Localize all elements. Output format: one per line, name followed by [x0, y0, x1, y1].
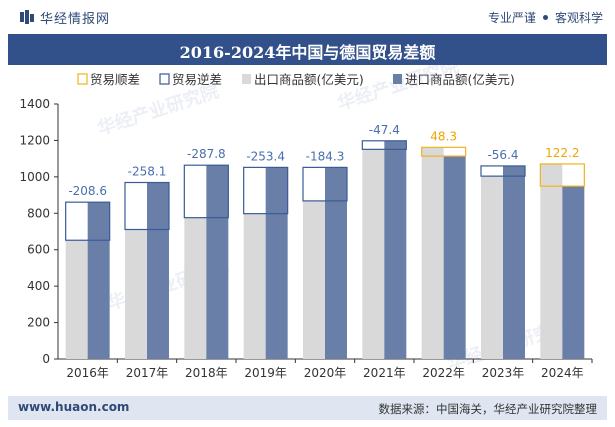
brand-logo-icon	[20, 10, 34, 24]
y-tick-label: 1200	[19, 133, 50, 147]
surplus-box	[421, 146, 467, 157]
balance-label: -208.6	[68, 184, 107, 198]
y-tick-label: 600	[27, 243, 50, 257]
y-tick-label: 1400	[19, 97, 50, 111]
bar-export	[184, 217, 207, 359]
balance-label: 48.3	[430, 129, 457, 143]
y-tick-label: 200	[27, 316, 50, 330]
legend-swatch	[242, 74, 251, 84]
legend-swatch	[393, 74, 402, 84]
bar-export	[125, 229, 147, 359]
deficit-box	[243, 166, 289, 215]
x-tick-label: 2023年	[482, 366, 525, 380]
legend-swatch	[159, 73, 170, 85]
title-bar: 2016-2024年中国与德国贸易差额	[8, 34, 607, 65]
footer-source: 数据来源：中国海关，华经产业研究院整理	[378, 402, 598, 416]
slogan-right: 客观科学	[554, 11, 603, 25]
bar-import	[147, 182, 169, 359]
chart-title: 2016-2024年中国与德国贸易差额	[179, 43, 436, 62]
bar-import	[87, 202, 110, 359]
bar-import	[384, 140, 407, 359]
footer-website: www.huaon.com	[18, 400, 130, 414]
slogan-left: 专业严谨	[487, 11, 536, 25]
legend-swatch	[77, 73, 88, 85]
bar-export	[362, 149, 385, 359]
brand-name: 华经情报网	[40, 11, 111, 27]
x-tick-label: 2021年	[363, 366, 406, 380]
balance-label: -47.4	[369, 123, 400, 137]
x-tick-label: 2024年	[541, 366, 584, 380]
bar-import	[562, 186, 585, 359]
chart: 华经产业研究院华经产业研究院华经产业研究院华经产业研究院020040060080…	[19, 65, 593, 380]
bar-export	[421, 147, 444, 359]
y-tick-label: 800	[27, 206, 50, 220]
deficit-box	[480, 165, 526, 177]
bar-import	[265, 167, 288, 359]
deficit-box	[65, 201, 111, 241]
bar-export	[303, 200, 325, 359]
bar-import	[206, 165, 229, 359]
deficit-box	[302, 166, 348, 202]
bar-import	[325, 167, 347, 359]
bar-export	[65, 240, 88, 359]
bar-export	[540, 163, 563, 359]
legend-label: 进口商品额(亿美元)	[405, 72, 515, 87]
balance-label: -287.8	[187, 147, 226, 161]
x-tick-label: 2018年	[185, 366, 228, 380]
legend-label: 贸易顺差	[90, 72, 140, 87]
slogan: 专业严谨 客观科学	[488, 9, 603, 26]
balance-label: -258.1	[128, 165, 167, 179]
surplus-box	[539, 163, 585, 187]
slogan-dot-icon	[542, 15, 548, 20]
x-tick-label: 2019年	[244, 366, 287, 380]
legend-label: 贸易逆差	[172, 72, 222, 87]
deficit-box	[183, 164, 229, 219]
balance-label: -184.3	[306, 149, 345, 163]
balance-label: 122.2	[545, 146, 579, 160]
bar-export	[481, 176, 503, 359]
footer: www.huaon.com 数据来源：中国海关，华经产业研究院整理	[8, 396, 607, 420]
bar-import	[503, 165, 525, 359]
legend-label: 出口商品额(亿美元)	[254, 72, 364, 87]
y-tick-label: 400	[27, 279, 50, 293]
x-tick-label: 2016年	[66, 366, 109, 380]
balance-label: -56.4	[487, 148, 518, 162]
x-tick-label: 2022年	[422, 366, 465, 380]
x-tick-label: 2020年	[304, 366, 347, 380]
y-tick-label: 1000	[19, 170, 50, 184]
deficit-box	[361, 140, 407, 150]
bar-import	[443, 156, 466, 359]
top-bar: 华经情报网 专业严谨 客观科学	[0, 0, 615, 34]
watermark-text: 华经产业研究院	[95, 80, 222, 140]
x-tick-label: 2017年	[126, 366, 169, 380]
y-tick-label: 0	[42, 352, 50, 366]
balance-label: -253.4	[246, 149, 285, 163]
bar-export	[243, 213, 266, 359]
deficit-box	[124, 181, 170, 231]
brand: 华经情报网	[20, 8, 111, 27]
